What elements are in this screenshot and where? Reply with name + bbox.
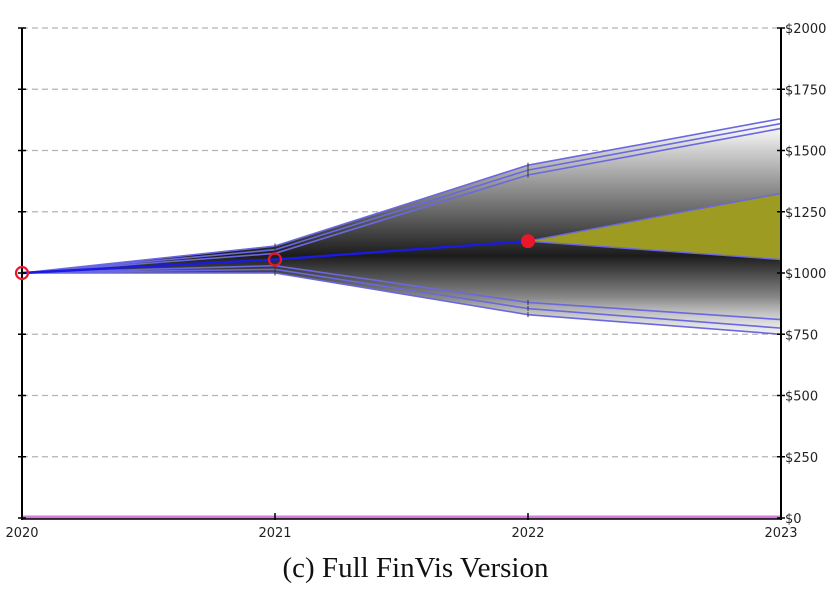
band-line-lower_band_3 [22, 272, 782, 336]
expected-value-line [21, 239, 529, 275]
y-tick-label: $0 [785, 512, 802, 527]
tick-labels: $0 $250 $500 $750 $1000 $1250 $1500 $1750 $2000 2… [5, 22, 826, 541]
band-line-upper_band_3 [21, 127, 782, 274]
band-line-upper_band_2 [21, 122, 782, 274]
y-tick-label: $1250 [785, 206, 826, 221]
highlight-lower-line [527, 240, 782, 261]
x-tick-label: 2022 [511, 526, 544, 541]
y-tick-label: $750 [785, 328, 818, 343]
highlight-range-fill [528, 193, 781, 260]
axes [18, 27, 785, 520]
figure-caption: (c) Full FinVis Version [282, 552, 549, 584]
current-value-point [521, 234, 535, 249]
y-tick-label: $250 [785, 451, 818, 466]
y-tick-label: $1500 [785, 145, 826, 160]
history-point [267, 252, 283, 267]
y-tick-label: $500 [785, 390, 818, 405]
x-tick-label: 2020 [5, 526, 38, 541]
y-tick-label: $1750 [785, 83, 826, 98]
band-line-lower_band_1 [21, 264, 782, 321]
x-tick-label: 2023 [764, 526, 797, 541]
cone-fill [22, 118, 781, 335]
x-tick-label: 2021 [258, 526, 291, 541]
highlight-upper-line [527, 192, 782, 242]
y-tick-label: $2000 [785, 22, 826, 37]
data-points [14, 234, 535, 281]
history-point [14, 265, 30, 281]
uncertainty-cone [22, 118, 782, 335]
y-tick-label: $1000 [785, 267, 826, 282]
band-line-lower_band_2 [21, 268, 782, 329]
band-line-upper_band_1 [21, 117, 782, 274]
